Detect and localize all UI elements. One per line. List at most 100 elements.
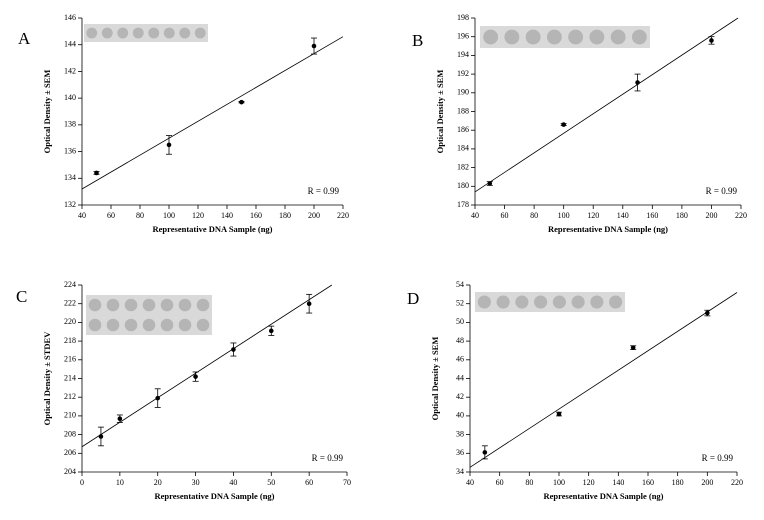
x-tick-label: 120 (583, 478, 595, 487)
y-tick-label: 144 (64, 40, 76, 49)
blot-spot (610, 29, 626, 45)
y-tick-label: 54 (456, 280, 464, 289)
data-point (231, 347, 236, 352)
y-tick-label: 140 (64, 93, 76, 102)
blot-spot (88, 298, 102, 312)
x-tick-label: 100 (558, 211, 570, 220)
blot-spot (101, 27, 113, 39)
x-tick-label: 40 (471, 211, 479, 220)
annotation: R = 0.99 (308, 186, 340, 196)
data-point (193, 374, 198, 379)
blot-spot (148, 27, 160, 39)
blot-spot (132, 27, 144, 39)
y-tick-label: 188 (457, 106, 469, 115)
x-tick-label: 50 (267, 478, 275, 487)
x-tick-label: 120 (587, 211, 599, 220)
annotation: R = 0.99 (702, 453, 734, 463)
x-axis-label: Representative DNA Sample (ng) (152, 224, 272, 234)
y-axis-label: Optical Density ± SEM (42, 70, 52, 154)
y-tick-label: 180 (457, 181, 469, 190)
x-tick-label: 80 (136, 211, 144, 220)
blot-spot (483, 29, 499, 45)
y-tick-label: 218 (64, 336, 76, 345)
blot-spot (196, 298, 210, 312)
data-point (705, 310, 710, 316)
x-tick-label: 200 (705, 211, 717, 220)
y-tick-label: 48 (456, 336, 464, 345)
y-tick-label: 132 (64, 200, 76, 209)
y-tick-label: 198 (457, 13, 469, 22)
annotation: R = 0.99 (706, 186, 738, 196)
data-point (166, 142, 172, 148)
x-tick-label: 120 (192, 211, 204, 220)
y-tick-label: 212 (64, 392, 76, 401)
blot-spot (196, 318, 210, 332)
y-tick-label: 210 (64, 411, 76, 420)
y-axis-label: Optical Density ± SEM (430, 337, 440, 421)
blot-spot (178, 318, 192, 332)
x-tick-label: 10 (116, 478, 124, 487)
x-tick-label: 140 (221, 211, 233, 220)
x-axis-label: Representative DNA Sample (ng) (543, 491, 663, 501)
y-tick-label: 194 (457, 50, 469, 59)
blot-image (475, 292, 625, 312)
data-point (709, 38, 714, 43)
data-point (239, 99, 244, 105)
y-tick-label: 216 (64, 355, 76, 364)
blot-image (84, 24, 208, 42)
data-point (311, 43, 317, 49)
blot-spot (163, 27, 175, 39)
blot-spot (160, 298, 174, 312)
blot-spot (609, 295, 623, 309)
y-tick-label: 220 (64, 317, 76, 326)
blot-spot (142, 298, 156, 312)
blot-spot (589, 29, 605, 45)
y-tick-label: 224 (64, 280, 76, 289)
blot-spot (571, 295, 585, 309)
x-tick-label: 220 (337, 211, 349, 220)
y-tick-label: 196 (457, 32, 469, 41)
y-tick-label: 44 (456, 373, 464, 382)
x-axis-label: Representative DNA Sample (ng) (548, 224, 668, 234)
x-tick-label: 20 (154, 478, 162, 487)
blot-spot (631, 29, 647, 45)
y-tick-label: 138 (64, 120, 76, 129)
data-point (117, 416, 123, 422)
data-point (268, 328, 274, 334)
fit-line (469, 292, 738, 468)
x-tick-label: 80 (525, 478, 533, 487)
data-point (94, 170, 99, 176)
data-point (556, 411, 562, 417)
data-point (306, 301, 312, 307)
annotation: R = 0.99 (312, 453, 344, 463)
x-tick-label: 140 (617, 211, 629, 220)
x-tick-label: 220 (735, 211, 747, 220)
x-axis-label: Representative DNA Sample (ng) (154, 491, 274, 501)
y-tick-label: 36 (456, 448, 464, 457)
data-point (561, 122, 566, 127)
y-tick-label: 34 (456, 467, 464, 476)
x-tick-label: 160 (642, 478, 654, 487)
y-tick-label: 184 (457, 144, 469, 153)
y-tick-label: 142 (64, 66, 76, 75)
x-tick-label: 200 (701, 478, 713, 487)
blot-spot (194, 27, 206, 39)
panel-label: B (412, 31, 423, 50)
x-tick-label: 200 (308, 211, 320, 220)
blot-spot (106, 298, 120, 312)
panel-label: C (16, 287, 27, 306)
blot-spot (179, 27, 191, 39)
blot-spot (534, 295, 548, 309)
panel-label: D (407, 289, 419, 308)
blot-spot (515, 295, 529, 309)
x-tick-label: 180 (279, 211, 291, 220)
blot-spot (142, 318, 156, 332)
y-tick-label: 134 (64, 173, 76, 182)
blot-spot (86, 27, 98, 39)
x-tick-label: 0 (80, 478, 84, 487)
y-axis-label: Optical Density ± SEM (435, 70, 445, 154)
blot-spot (546, 29, 562, 45)
y-tick-label: 192 (457, 69, 469, 78)
data-point (98, 434, 104, 439)
panel-label: A (18, 29, 31, 48)
